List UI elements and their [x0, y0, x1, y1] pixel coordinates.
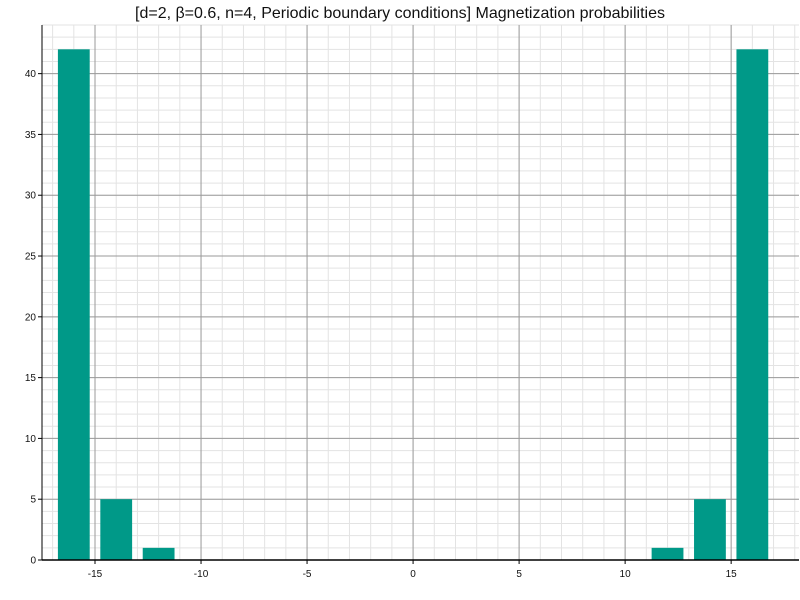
bar: [100, 499, 133, 560]
bar: [694, 499, 726, 560]
x-tick-label: -5: [303, 569, 312, 580]
x-tick-label: 15: [726, 569, 738, 580]
y-tick-label: 35: [25, 130, 37, 141]
y-tick-label: 15: [25, 373, 37, 384]
y-ticks: 0 5 10 15 20 25 30 35 40: [25, 69, 42, 567]
y-tick-label: 0: [30, 556, 36, 567]
y-tick-label: 40: [25, 69, 37, 80]
x-tick-label: 0: [410, 569, 416, 580]
x-tick-label: 5: [516, 569, 522, 580]
x-ticks: -15 -10 -5 0 5 10 15: [88, 560, 737, 580]
bars: [57, 49, 769, 561]
x-tick-label: -10: [194, 569, 209, 580]
bar: [142, 547, 175, 560]
bar: [736, 49, 769, 561]
bar: [57, 49, 90, 561]
x-tick-label: -15: [88, 569, 103, 580]
chart-title: [d=2, β=0.6, n=4, Periodic boundary cond…: [135, 5, 665, 22]
x-tick-label: 10: [620, 569, 632, 580]
minor-grid: [42, 24, 799, 561]
axes: [41, 25, 799, 561]
y-tick-label: 25: [25, 252, 37, 263]
y-tick-label: 10: [25, 434, 37, 445]
bar: [651, 547, 684, 560]
y-tick-label: 20: [25, 312, 37, 323]
y-tick-label: 5: [30, 495, 36, 506]
y-tick-label: 30: [25, 191, 37, 202]
